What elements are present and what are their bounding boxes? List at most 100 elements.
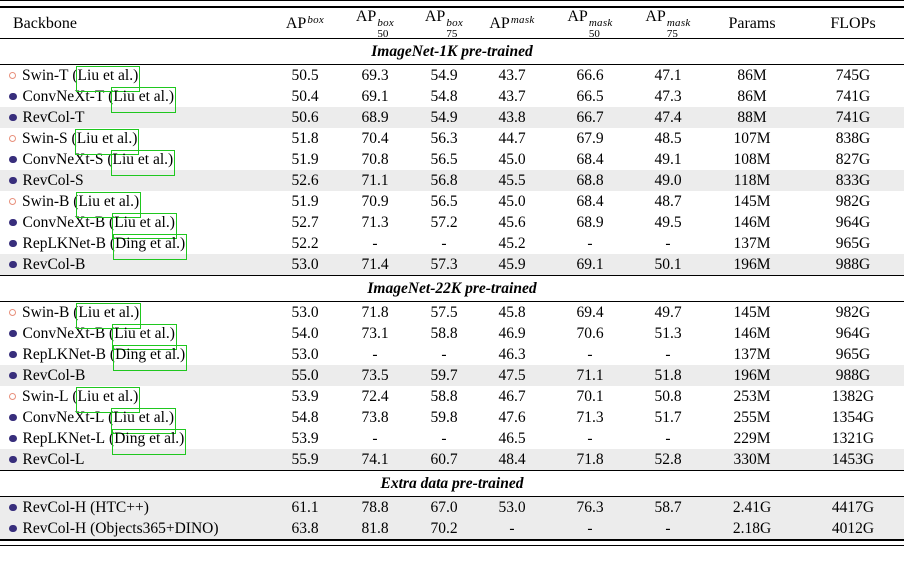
cell-ap-mask-50: 68.9: [576, 214, 604, 231]
cell-params: 146M: [733, 325, 771, 342]
cell-ap-box: 53.0: [291, 304, 319, 321]
cell-ap-mask: 43.7: [498, 88, 526, 105]
cell-ap-box-75: 57.3: [430, 256, 458, 273]
backbone-cell: Swin-T (Liu et al.): [0, 65, 270, 92]
table-row: RevCol-B 55.0 73.5 59.7 47.5 71.1 51.8 196M 988G: [0, 365, 904, 386]
citation-link[interactable]: Ding et al.): [112, 429, 187, 455]
backbone-name: RevCol-L: [22, 451, 85, 468]
section-title-1: ImageNet-22K pre-trained: [0, 275, 904, 302]
cell-ap-box: 53.0: [291, 346, 319, 363]
cell-ap-mask-50: 66.5: [576, 88, 604, 105]
cell-params: 229M: [733, 430, 771, 447]
cell-ap-mask: 45.8: [498, 304, 526, 321]
backbone-cell: RevCol-B: [0, 365, 270, 386]
filled-circle-marker-icon: [9, 260, 17, 269]
column-header-backbone: Backbone: [0, 15, 270, 33]
cell-ap-mask-75: -: [665, 235, 671, 252]
cell-ap-box-75: 57.2: [430, 214, 458, 231]
table-row: RevCol-H (Objects365+DINO) 63.8 81.8 70.2 - -…: [0, 518, 904, 539]
cell-ap-box-75: 54.8: [430, 88, 458, 105]
cell-ap-mask-50: 71.3: [576, 409, 604, 426]
cell-params: 137M: [733, 235, 771, 252]
column-subscript: 50: [377, 27, 389, 40]
column-header-flops: FLOPs: [802, 15, 904, 33]
citation-link[interactable]: Liu et al.): [75, 387, 140, 413]
filled-circle-marker-icon: [9, 434, 17, 443]
cell-params: 137M: [733, 346, 771, 363]
citation-link[interactable]: Liu et al.): [112, 213, 177, 239]
open-circle-marker-icon: [9, 393, 16, 400]
cell-ap-box-75: -: [441, 346, 447, 363]
column-label: AP: [424, 8, 446, 25]
cell-ap-box-50: 73.1: [361, 325, 389, 342]
citation-link[interactable]: Liu et al.): [111, 408, 176, 434]
cell-params: 118M: [733, 172, 771, 189]
citation-link[interactable]: Liu et al.): [76, 192, 141, 218]
citation-open-paren: (: [104, 409, 114, 426]
backbone-cell: ConvNeXt-B (Liu et al.): [0, 212, 270, 239]
table-row: RepLKNet-B (Ding et al.) 52.2 - - 45.2 - - 137M…: [0, 233, 904, 260]
backbone-name: RevCol-B: [22, 367, 86, 384]
cell-ap-box: 51.9: [291, 193, 319, 210]
filled-circle-marker-icon: [9, 350, 17, 359]
cell-ap-box-75: 58.8: [430, 388, 458, 405]
cell-ap-mask: 44.7: [498, 130, 526, 147]
cell-ap-box-75: 59.8: [430, 409, 458, 426]
backbone-cell: RevCol-T: [0, 107, 270, 128]
filled-circle-marker-icon: [9, 455, 17, 464]
backbone-name: ConvNeXt-B: [22, 325, 106, 342]
citation-link[interactable]: Liu et al.): [76, 303, 141, 329]
table-header: Backbone APbox AP box 50 AP box 75 APmask AP mask 5…: [0, 8, 904, 39]
cell-ap-mask-75: 50.1: [654, 256, 682, 273]
cell-ap-mask: 47.5: [498, 367, 526, 384]
backbone-name: Swin-T: [22, 67, 69, 84]
cell-ap-box: 51.8: [291, 130, 319, 147]
cell-ap-box: 52.6: [291, 172, 319, 189]
cell-params: 330M: [733, 451, 771, 468]
column-superscript: box: [307, 14, 325, 27]
open-circle-marker-icon: [9, 198, 16, 205]
column-label: Params: [728, 14, 776, 32]
backbone-name: ConvNeXt-B: [22, 214, 106, 231]
cell-ap-box-75: 67.0: [430, 499, 458, 516]
cell-ap-mask: -: [509, 520, 515, 537]
filled-circle-marker-icon: [9, 155, 17, 164]
backbone-name: RepLKNet-B: [22, 235, 107, 252]
cell-ap-box-50: 74.1: [361, 451, 389, 468]
cell-flops: 1453G: [831, 451, 875, 468]
citation-link[interactable]: Liu et al.): [74, 129, 140, 155]
citation-link[interactable]: Liu et al.): [111, 87, 176, 113]
cell-ap-box: 52.7: [291, 214, 319, 231]
citation-open-paren: (: [104, 88, 114, 105]
column-header-ap-box-50: AP box 50: [340, 8, 410, 40]
cell-ap-box: 53.0: [291, 256, 319, 273]
cell-params: 253M: [733, 388, 771, 405]
cell-ap-mask-75: 49.7: [654, 304, 682, 321]
cell-ap-box: 50.4: [291, 88, 319, 105]
cell-ap-mask-75: 51.7: [654, 409, 682, 426]
cell-ap-box-50: 71.3: [361, 214, 389, 231]
column-superscript: mask: [666, 16, 691, 29]
column-superscript: box: [377, 16, 395, 29]
citation-link[interactable]: Ding et al.): [113, 234, 188, 260]
cell-ap-box-75: 56.8: [430, 172, 458, 189]
citation-link[interactable]: Liu et al.): [110, 150, 175, 176]
cell-ap-mask-75: 58.7: [654, 499, 682, 516]
cell-ap-box-75: -: [441, 235, 447, 252]
backbone-cell: Swin-L (Liu et al.): [0, 386, 270, 413]
filled-circle-marker-icon: [9, 218, 17, 227]
cell-params: 196M: [733, 367, 771, 384]
table-row: ConvNeXt-T (Liu et al.) 50.4 69.1 54.8 43.7 6…: [0, 86, 904, 113]
column-header-params: Params: [702, 15, 802, 33]
table-bottom-rule: [0, 539, 904, 546]
cell-flops: 4012G: [831, 520, 875, 537]
cell-params: 255M: [733, 409, 771, 426]
column-header-ap-mask: APmask: [478, 14, 546, 33]
citation-link[interactable]: Liu et al.): [112, 324, 177, 350]
citation-link[interactable]: Liu et al.): [75, 66, 140, 92]
citation-open-paren: (: [105, 214, 115, 231]
cell-ap-mask: 46.7: [498, 388, 526, 405]
cell-params: 107M: [733, 130, 771, 147]
cell-ap-box-50: 70.8: [361, 151, 389, 168]
citation-link[interactable]: Ding et al.): [113, 345, 188, 371]
